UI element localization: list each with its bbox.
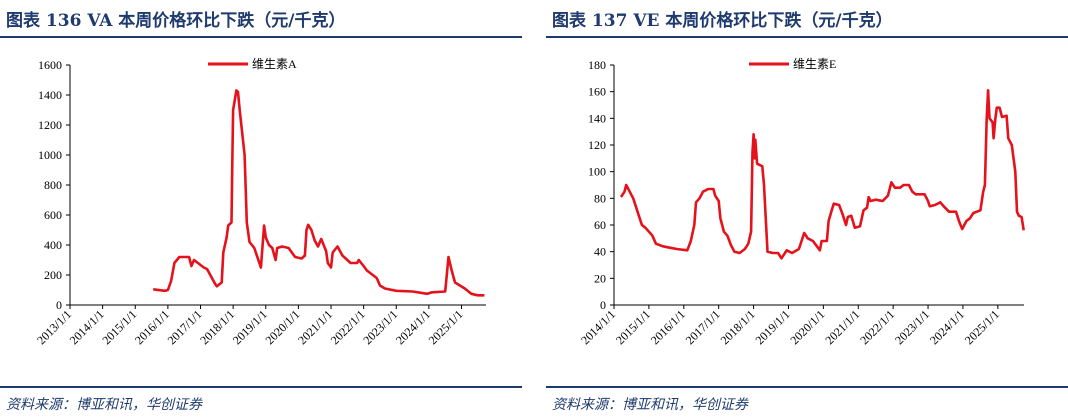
y-tick-label: 20 bbox=[594, 271, 606, 285]
panel-va: 图表 136 VA 本周价格环比下跌（元/千克） 0 200 400 600 800 10… bbox=[0, 0, 522, 418]
x-tick-label: 2014/1/1 bbox=[578, 307, 618, 347]
y-tick-label: 800 bbox=[44, 178, 62, 192]
x-tick-label: 2025/1/1 bbox=[962, 307, 1002, 347]
x-tick-label: 2018/1/1 bbox=[718, 307, 758, 347]
x-tick-label: 2024/1/1 bbox=[393, 307, 433, 347]
y-tick-label: 0 bbox=[600, 298, 606, 312]
chart-title: 图表 137 VE 本周价格环比下跌（元/千克） bbox=[552, 11, 893, 31]
x-tick-label: 2025/1/1 bbox=[426, 307, 466, 347]
title-rule bbox=[0, 36, 522, 38]
y-tick-label: 60 bbox=[594, 218, 606, 232]
x-tick-label: 2024/1/1 bbox=[927, 307, 967, 347]
x-tick-label: 2021/1/1 bbox=[295, 307, 335, 347]
x-tick-label: 2022/1/1 bbox=[328, 307, 368, 347]
x-tick-label: 2023/1/1 bbox=[892, 307, 932, 347]
x-tick-label: 2019/1/1 bbox=[753, 307, 793, 347]
legend-label: 维生素A bbox=[252, 57, 297, 71]
x-tick-label: 2015/1/1 bbox=[99, 307, 139, 347]
x-tick-label: 2022/1/1 bbox=[857, 307, 897, 347]
panel-ve: 图表 137 VE 本周价格环比下跌（元/千克） 0 20 40 60 80 100 120… bbox=[546, 0, 1068, 418]
x-tick-label: 2014/1/1 bbox=[67, 307, 107, 347]
title-rule bbox=[546, 36, 1068, 38]
x-tick-label: 2015/1/1 bbox=[613, 307, 653, 347]
x-tick-label: 2019/1/1 bbox=[230, 307, 270, 347]
y-tick-label: 1200 bbox=[38, 118, 62, 132]
x-tick-label: 2020/1/1 bbox=[787, 307, 827, 347]
x-tick-label: 2013/1/1 bbox=[34, 307, 74, 347]
y-tick-label: 80 bbox=[594, 191, 606, 205]
x-tick-label: 2017/1/1 bbox=[683, 307, 723, 347]
va-chart: 020040060080010001200140016002013/1/1201… bbox=[34, 57, 486, 347]
y-tick-label: 100 bbox=[588, 165, 606, 179]
x-tick-label: 2023/1/1 bbox=[360, 307, 400, 347]
ve-chart: 0 20 40 60 80 100 120 140 160 180 2014/1/12015/1/1… bbox=[578, 57, 1025, 347]
x-tick-label: 2016/1/1 bbox=[132, 307, 172, 347]
source-note: 资料来源：博亚和讯，华创证券 bbox=[6, 397, 202, 413]
source-note: 资料来源：博亚和讯，华创证券 bbox=[552, 397, 748, 413]
source-rule bbox=[546, 386, 1068, 388]
x-tick-label: 2016/1/1 bbox=[648, 307, 688, 347]
y-tick-label: 1600 bbox=[38, 58, 62, 72]
y-tick-label: 0 bbox=[56, 298, 62, 312]
chart-title: 图表 136 VA 本周价格环比下跌（元/千克） bbox=[6, 11, 346, 31]
y-tick-label: 200 bbox=[44, 268, 62, 282]
y-tick-label: 140 bbox=[588, 111, 606, 125]
y-tick-label: 1400 bbox=[38, 88, 62, 102]
y-tick-label: 600 bbox=[44, 208, 62, 222]
y-tick-label: 160 bbox=[588, 85, 606, 99]
x-tick-label: 2018/1/1 bbox=[197, 307, 237, 347]
series-line bbox=[619, 88, 1025, 260]
legend-label: 维生素E bbox=[793, 57, 836, 71]
x-tick-label: 2021/1/1 bbox=[822, 307, 862, 347]
y-tick-label: 40 bbox=[594, 245, 606, 259]
y-tick-label: 120 bbox=[588, 138, 606, 152]
y-tick-label: 180 bbox=[588, 58, 606, 72]
y-tick-label: 1000 bbox=[38, 148, 62, 162]
x-tick-label: 2020/1/1 bbox=[262, 307, 302, 347]
series-line bbox=[153, 89, 485, 297]
y-tick-label: 400 bbox=[44, 238, 62, 252]
source-rule bbox=[0, 386, 522, 388]
x-tick-label: 2017/1/1 bbox=[165, 307, 205, 347]
